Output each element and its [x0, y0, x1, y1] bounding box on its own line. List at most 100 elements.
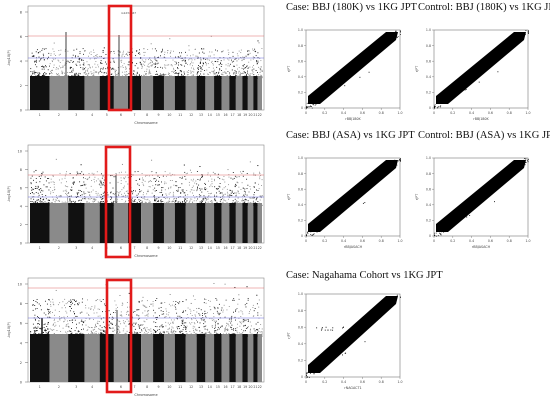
- scatter-point: [382, 47, 383, 48]
- scatter-point: [330, 211, 331, 212]
- snp-point: [39, 57, 40, 58]
- snp-point: [260, 72, 261, 73]
- snp-point: [95, 327, 96, 328]
- snp-point: [191, 203, 192, 204]
- snp-point: [182, 190, 183, 191]
- snp-point: [214, 54, 215, 55]
- scatter-point: [456, 91, 457, 92]
- snp-point: [67, 61, 68, 62]
- snp-point: [82, 302, 83, 303]
- scatter-points: [434, 30, 529, 108]
- snp-point: [238, 311, 239, 312]
- snp-point: [55, 310, 56, 311]
- scatter-point: [394, 38, 395, 39]
- snp-point: [70, 300, 71, 301]
- snp-point: [241, 68, 242, 69]
- snp-point: [74, 202, 75, 203]
- snp-point: [187, 203, 188, 204]
- snp-point: [72, 299, 73, 300]
- snp-point: [168, 205, 169, 206]
- snp-point: [175, 203, 176, 204]
- snp-point: [193, 75, 194, 76]
- snp-point: [234, 66, 235, 67]
- snp-point: [213, 72, 214, 73]
- chromosome-label: 5: [106, 113, 108, 117]
- scatter-point: [354, 201, 355, 202]
- snp-point: [141, 330, 142, 331]
- snp-outlier: [257, 165, 258, 166]
- snp-point: [195, 318, 196, 319]
- chromosome-points: [242, 50, 248, 110]
- snp-point: [105, 336, 106, 337]
- snp-point: [37, 302, 38, 303]
- snp-point: [169, 328, 170, 329]
- snp-point: [133, 70, 134, 71]
- snp-point: [92, 335, 93, 336]
- snp-point: [164, 76, 165, 77]
- snp-point: [238, 191, 239, 192]
- snp-point: [129, 61, 130, 62]
- snp-point: [180, 56, 181, 57]
- snp-point: [155, 322, 156, 323]
- snp-point: [64, 317, 65, 318]
- snp-point: [148, 329, 149, 330]
- snp-point: [101, 72, 102, 73]
- scatter-point: [369, 186, 370, 187]
- snp-point: [97, 334, 98, 335]
- snp-point: [67, 195, 68, 196]
- chromosome-points: [68, 298, 85, 382]
- snp-point: [177, 67, 178, 68]
- snp-point: [219, 191, 220, 192]
- snp-point: [66, 186, 67, 187]
- scatter-x-label: rBBJ180K: [345, 117, 361, 121]
- snp-point: [223, 179, 224, 180]
- snp-point: [101, 173, 102, 174]
- snp-point: [127, 74, 128, 75]
- snp-point: [85, 70, 86, 71]
- snp-point: [97, 336, 98, 337]
- snp-point: [68, 61, 69, 62]
- snp-point: [35, 205, 36, 206]
- snp-point: [234, 193, 235, 194]
- snp-point: [192, 65, 193, 66]
- snp-point: [64, 73, 65, 74]
- snp-point: [79, 62, 80, 63]
- snp-point: [134, 76, 135, 77]
- snp-point: [85, 305, 86, 306]
- chromosome-label: 18: [237, 246, 241, 250]
- snp-point: [150, 62, 151, 63]
- snp-point: [187, 71, 188, 72]
- snp-point: [138, 199, 139, 200]
- snp-point: [200, 71, 201, 72]
- snp-point: [92, 67, 93, 68]
- snp-point: [191, 179, 192, 180]
- snp-point: [194, 183, 195, 184]
- snp-point: [48, 190, 49, 191]
- snp-point: [235, 70, 236, 71]
- snp-point: [124, 56, 125, 57]
- scatter-point: [307, 232, 308, 233]
- scatter-point: [369, 58, 370, 59]
- snp-point: [77, 316, 78, 317]
- snp-point: [237, 327, 238, 328]
- snp-point: [66, 194, 67, 195]
- scatter-point: [359, 188, 360, 189]
- x-tick-label: 0.4: [341, 111, 346, 115]
- snp-point: [217, 335, 218, 336]
- snp-point: [85, 205, 86, 206]
- snp-point: [91, 73, 92, 74]
- snp-point: [100, 70, 101, 71]
- snp-point: [200, 63, 201, 64]
- scatter-point: [400, 31, 401, 32]
- snp-point: [88, 336, 89, 337]
- snp-point: [187, 198, 188, 199]
- y-tick-label: 2: [20, 84, 22, 88]
- snp-point: [202, 315, 203, 316]
- snp-point: [205, 189, 206, 190]
- dense-points: [30, 334, 50, 382]
- snp-point: [173, 331, 174, 332]
- snp-point: [84, 198, 85, 199]
- snp-point: [242, 182, 243, 183]
- chromosome-points: [229, 172, 236, 243]
- scatter-point: [327, 92, 328, 93]
